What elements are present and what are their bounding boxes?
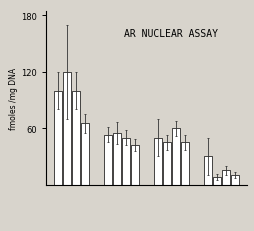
Bar — [171, 129, 180, 185]
Bar — [180, 143, 188, 185]
Bar — [81, 124, 89, 185]
Bar — [104, 135, 112, 185]
Y-axis label: fmoles /mg DNA: fmoles /mg DNA — [9, 67, 18, 129]
Bar — [131, 146, 139, 185]
Bar — [221, 171, 229, 185]
Bar — [63, 73, 71, 185]
Bar — [230, 175, 238, 185]
Bar — [113, 133, 121, 185]
Bar — [212, 177, 220, 185]
Bar — [153, 138, 162, 185]
Bar — [54, 91, 62, 185]
Bar — [122, 138, 130, 185]
Text: AR NUCLEAR ASSAY: AR NUCLEAR ASSAY — [123, 29, 217, 39]
Bar — [72, 91, 80, 185]
Bar — [203, 157, 211, 185]
Bar — [162, 143, 170, 185]
